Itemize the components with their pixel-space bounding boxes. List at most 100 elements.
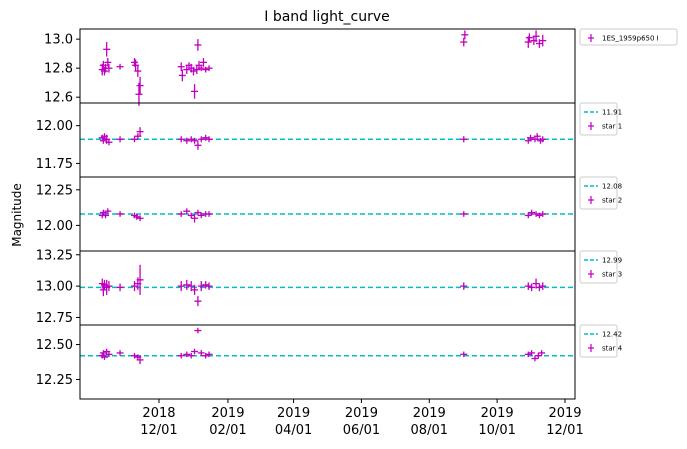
data-point bbox=[205, 65, 213, 72]
data-point bbox=[191, 348, 199, 355]
data-point bbox=[197, 281, 205, 292]
legend-series-label: star 2 bbox=[602, 197, 622, 205]
data-point bbox=[99, 283, 107, 297]
legend-box bbox=[579, 102, 618, 136]
data-point bbox=[105, 139, 113, 146]
x-tick-label-year: 2019 bbox=[277, 406, 310, 421]
data-point bbox=[135, 82, 143, 106]
legend-series-label: star 1 bbox=[602, 123, 622, 131]
y-axis-label: Magnitude bbox=[10, 183, 24, 247]
data-point bbox=[177, 211, 185, 217]
data-point bbox=[116, 211, 124, 217]
data-point bbox=[136, 76, 144, 95]
data-point bbox=[103, 42, 111, 57]
x-tick-label-year: 2018 bbox=[142, 406, 175, 421]
data-point bbox=[460, 211, 468, 217]
y-tick-label: 12.00 bbox=[36, 119, 73, 134]
x-tick-label-year: 2019 bbox=[481, 406, 514, 421]
legend: 12.99 star 3 bbox=[579, 250, 622, 284]
data-point bbox=[197, 212, 205, 219]
legend-box bbox=[579, 176, 618, 210]
data-point bbox=[191, 84, 199, 99]
data-point bbox=[183, 208, 191, 214]
data-point bbox=[528, 283, 536, 292]
data-point bbox=[528, 209, 536, 216]
data-point bbox=[535, 283, 543, 292]
y-tick-label: 12.50 bbox=[36, 338, 73, 353]
data-point bbox=[104, 58, 112, 67]
data-point bbox=[136, 355, 144, 365]
x-tick-label-year: 2019 bbox=[413, 406, 446, 421]
data-point bbox=[539, 34, 547, 47]
data-point bbox=[194, 39, 202, 51]
data-point bbox=[527, 134, 535, 141]
data-point bbox=[178, 69, 186, 82]
data-point bbox=[105, 281, 113, 292]
data-point bbox=[116, 350, 124, 356]
legend-box bbox=[579, 28, 678, 46]
panel-5: 12.25 12.50 12.42 star 4 bbox=[36, 324, 623, 400]
y-tick-label: 12.8 bbox=[44, 62, 73, 77]
legend-series-label: star 4 bbox=[602, 345, 623, 353]
y-tick-label: 12.6 bbox=[44, 91, 73, 106]
legend-reference-label: 11.91 bbox=[602, 109, 622, 117]
data-point bbox=[205, 351, 213, 358]
data-point bbox=[197, 350, 205, 356]
data-point bbox=[460, 351, 468, 358]
legend-reference-label: 12.42 bbox=[602, 331, 622, 339]
x-axis: 2018 12/01 2019 02/01 2019 04/01 2019 06/01 2019… bbox=[140, 399, 584, 438]
data-point bbox=[461, 30, 469, 40]
data-point bbox=[191, 284, 199, 295]
data-point bbox=[460, 37, 468, 47]
x-tick-label-date: 02/01 bbox=[209, 423, 246, 438]
data-point bbox=[116, 136, 124, 143]
data-point bbox=[102, 212, 110, 219]
x-tick-label-date: 10/01 bbox=[478, 423, 515, 438]
x-tick-label-year: 2019 bbox=[211, 406, 244, 421]
y-tick-label: 13.25 bbox=[36, 248, 73, 263]
legend-reference-label: 12.08 bbox=[602, 183, 622, 191]
data-point bbox=[205, 136, 213, 143]
legend-reference-label: 12.99 bbox=[602, 257, 622, 265]
y-tick-label: 12.25 bbox=[36, 373, 73, 388]
legend-box bbox=[579, 324, 618, 358]
data-point bbox=[205, 282, 213, 290]
panel-frame bbox=[79, 102, 576, 178]
data-point bbox=[533, 133, 541, 140]
panel-frame bbox=[79, 28, 576, 104]
data-point bbox=[177, 136, 185, 143]
data-point bbox=[539, 136, 547, 143]
data-point bbox=[191, 214, 199, 223]
data-point bbox=[136, 215, 144, 222]
legend-series-label: 1ES_1959p650 I bbox=[602, 35, 659, 43]
panels: 12.6 12.8 13.0 1ES_1959p650 I 11.75 12.00 11.9… bbox=[36, 28, 678, 400]
data-point bbox=[460, 136, 468, 143]
y-tick-label: 12.75 bbox=[36, 311, 73, 326]
data-point bbox=[194, 140, 202, 150]
x-tick-label-year: 2019 bbox=[345, 406, 378, 421]
panel-2: 11.75 12.00 11.91 star 1 bbox=[36, 102, 622, 178]
legend: 12.08 star 2 bbox=[579, 176, 622, 210]
data-point bbox=[131, 281, 139, 292]
data-point bbox=[205, 211, 213, 217]
data-point bbox=[189, 66, 197, 76]
data-point bbox=[183, 279, 191, 290]
y-tick-label: 13.0 bbox=[44, 33, 73, 48]
data-point bbox=[539, 282, 547, 290]
data-point bbox=[134, 65, 142, 77]
data-point bbox=[105, 63, 113, 73]
y-tick-label: 12.25 bbox=[36, 183, 73, 198]
panel-4: 12.75 13.00 13.25 12.99 star 3 bbox=[36, 248, 622, 326]
data-point bbox=[177, 352, 185, 359]
data-point bbox=[531, 355, 539, 362]
x-tick-label-date: 04/01 bbox=[275, 423, 312, 438]
legend: 12.42 star 4 bbox=[579, 324, 623, 358]
data-point bbox=[524, 212, 532, 219]
legend-series-label: star 3 bbox=[602, 271, 622, 279]
data-point bbox=[116, 283, 124, 292]
chart-title: I band light_curve bbox=[264, 9, 390, 25]
legend: 11.91 star 1 bbox=[579, 102, 622, 136]
data-point bbox=[197, 65, 205, 72]
x-tick-label-date: 12/01 bbox=[546, 423, 583, 438]
